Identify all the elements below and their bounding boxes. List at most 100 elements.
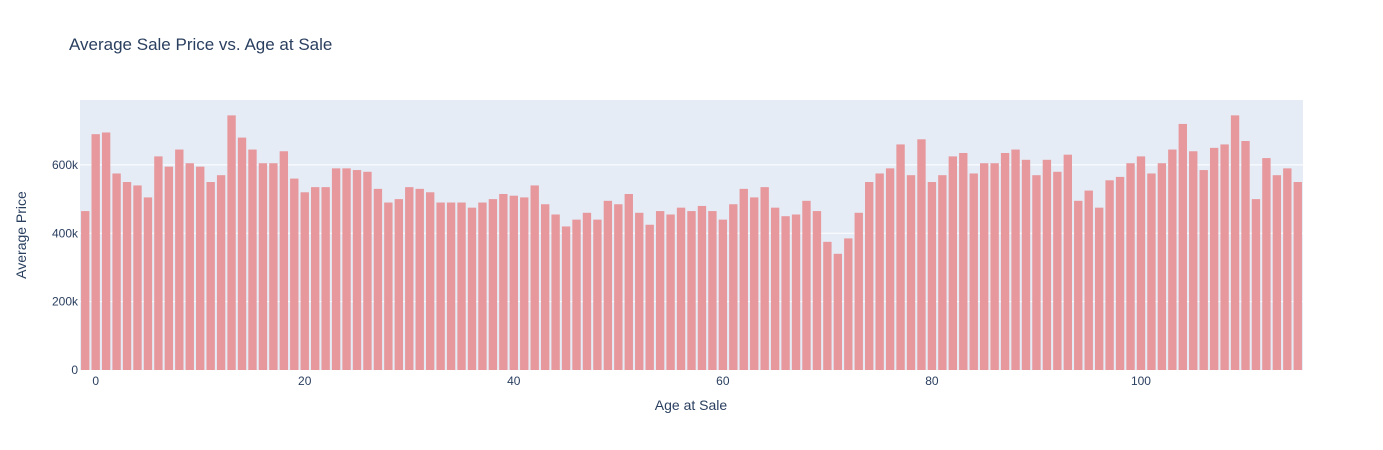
bar[interactable] [1262, 158, 1271, 370]
bar[interactable] [854, 212, 863, 370]
bar[interactable] [91, 134, 100, 370]
bar[interactable] [718, 219, 728, 370]
bar[interactable] [530, 185, 539, 370]
bar[interactable] [248, 149, 257, 370]
bar[interactable] [520, 197, 529, 370]
bar[interactable] [1021, 159, 1031, 370]
bar[interactable] [1074, 200, 1083, 370]
bar[interactable] [833, 253, 843, 370]
bar[interactable] [311, 187, 320, 370]
bar[interactable] [812, 211, 822, 370]
bar[interactable] [457, 202, 466, 370]
bar[interactable] [708, 211, 717, 370]
bar[interactable] [81, 211, 90, 370]
bar[interactable] [791, 214, 801, 370]
bar[interactable] [917, 139, 926, 370]
bar[interactable] [164, 166, 174, 370]
bar[interactable] [938, 175, 947, 370]
bar[interactable] [802, 200, 811, 370]
bar[interactable] [1136, 156, 1146, 370]
bar[interactable] [1032, 175, 1041, 370]
bar[interactable] [509, 195, 518, 370]
bar[interactable] [394, 199, 403, 370]
bar[interactable] [122, 182, 132, 370]
bar[interactable] [196, 166, 205, 370]
bar[interactable] [593, 219, 602, 370]
bar[interactable] [1168, 149, 1177, 370]
bar[interactable] [300, 192, 309, 370]
bar[interactable] [1011, 149, 1020, 370]
bar[interactable] [258, 163, 268, 370]
bar[interactable] [154, 156, 163, 370]
bar[interactable] [436, 202, 445, 370]
bar[interactable] [1053, 171, 1062, 370]
bar[interactable] [425, 192, 435, 370]
bar[interactable] [927, 182, 937, 370]
bar[interactable] [1199, 170, 1208, 370]
bar[interactable] [321, 187, 330, 370]
bar[interactable] [478, 202, 487, 370]
bar[interactable] [446, 202, 456, 370]
bar[interactable] [1283, 168, 1292, 370]
bar[interactable] [770, 207, 780, 370]
bar[interactable] [980, 163, 989, 370]
bar[interactable] [175, 149, 184, 370]
bar[interactable] [906, 175, 916, 370]
bar[interactable] [1241, 141, 1250, 370]
bar[interactable] [823, 241, 832, 370]
bar[interactable] [572, 219, 581, 370]
bar[interactable] [1084, 190, 1093, 370]
bar[interactable] [551, 214, 560, 370]
bar[interactable] [112, 173, 121, 370]
bar[interactable] [1209, 147, 1219, 370]
bar[interactable] [990, 163, 999, 370]
bar[interactable] [342, 168, 351, 370]
bar[interactable] [488, 199, 498, 370]
bar[interactable] [666, 214, 675, 370]
bar[interactable] [948, 156, 958, 370]
bar[interactable] [760, 187, 769, 370]
bar[interactable] [1230, 115, 1240, 370]
bar[interactable] [1178, 123, 1187, 371]
bar[interactable] [1126, 163, 1135, 370]
bar[interactable] [645, 224, 654, 370]
bar[interactable] [1293, 182, 1302, 370]
bar[interactable] [561, 226, 571, 370]
bar[interactable] [582, 212, 592, 370]
bar[interactable] [1042, 159, 1052, 370]
bar[interactable] [269, 163, 278, 370]
bar[interactable] [739, 188, 748, 370]
bar[interactable] [1189, 151, 1198, 370]
bar[interactable] [875, 173, 884, 370]
bar[interactable] [216, 175, 226, 370]
bar[interactable] [1105, 180, 1114, 370]
bar[interactable] [1220, 144, 1229, 370]
bar[interactable] [373, 188, 383, 370]
bar[interactable] [896, 144, 905, 370]
bar[interactable] [101, 132, 111, 370]
bar[interactable] [384, 202, 393, 370]
bar[interactable] [729, 204, 738, 370]
bar[interactable] [499, 193, 508, 370]
bar[interactable] [865, 182, 874, 370]
bar[interactable] [143, 197, 153, 370]
bar[interactable] [969, 173, 978, 370]
bar[interactable] [352, 170, 362, 370]
bar[interactable] [540, 204, 550, 370]
bar[interactable] [959, 152, 968, 370]
bar[interactable] [467, 207, 477, 370]
bar[interactable] [885, 168, 895, 370]
bar[interactable] [624, 193, 633, 370]
bar[interactable] [237, 137, 247, 370]
bar[interactable] [687, 211, 696, 370]
bar[interactable] [363, 171, 372, 370]
bar[interactable] [697, 205, 707, 370]
bar[interactable] [844, 238, 853, 370]
bar[interactable] [655, 211, 665, 370]
bar[interactable] [1063, 154, 1072, 370]
bar[interactable] [1094, 207, 1104, 370]
bar[interactable] [227, 115, 236, 370]
bar[interactable] [290, 178, 299, 370]
bar[interactable] [614, 204, 623, 370]
bar[interactable] [676, 207, 686, 370]
